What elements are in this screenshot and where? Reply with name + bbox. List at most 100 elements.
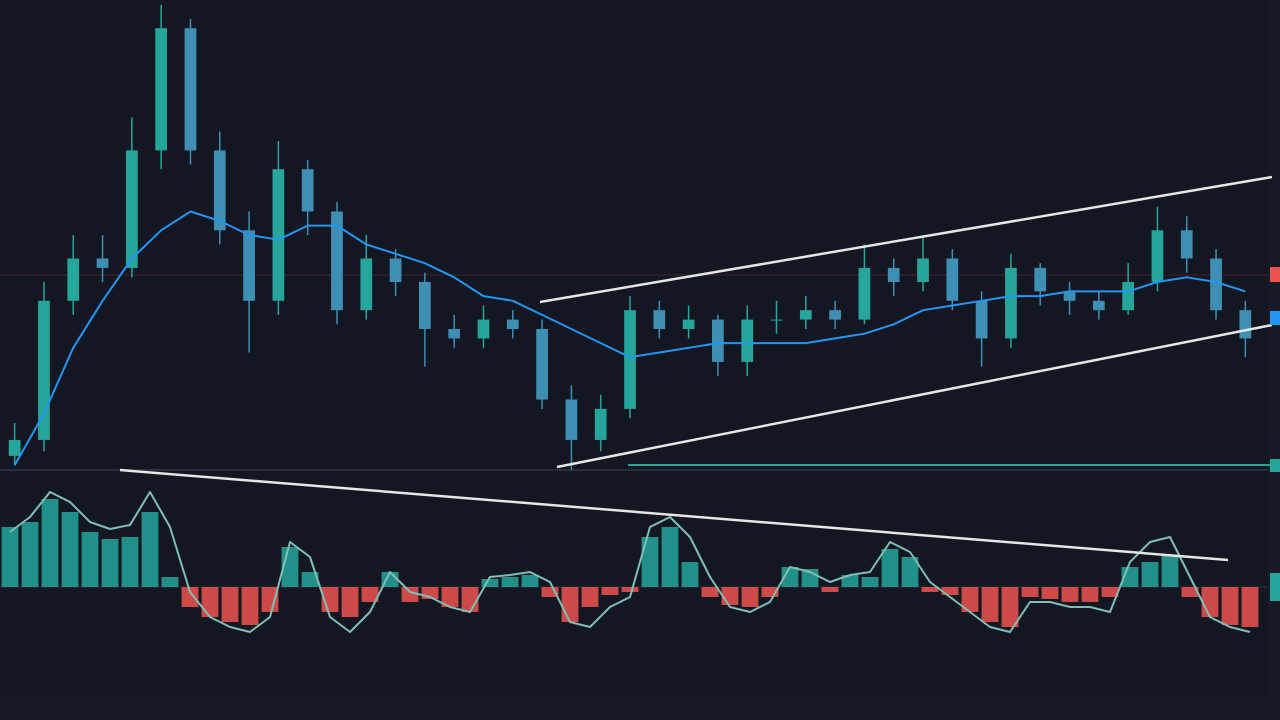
candle-body [858, 267, 871, 320]
time-axis [0, 694, 1268, 720]
histogram-bar [81, 532, 99, 587]
histogram-bar [1181, 587, 1199, 597]
histogram-bar [141, 512, 159, 587]
candle-body [155, 28, 168, 151]
candle-body [389, 258, 402, 282]
candle-body [1092, 300, 1105, 311]
drawings [119, 175, 1280, 601]
candle-body [448, 329, 461, 339]
histogram-bar [1, 527, 19, 587]
candle-body [8, 439, 21, 456]
candle-body [624, 310, 636, 409]
candle-body [1034, 267, 1047, 292]
candle-body [184, 28, 197, 151]
histogram-bar [601, 587, 619, 595]
candle-body [536, 329, 548, 400]
histogram-bar [21, 522, 39, 587]
histogram-bar [921, 587, 939, 592]
trendline [539, 175, 1273, 304]
histogram-bar [981, 587, 999, 622]
histogram-bar [681, 562, 699, 587]
histogram-bar [441, 587, 459, 607]
histogram-bar [861, 577, 879, 587]
trendline [119, 468, 1229, 562]
trendline [556, 323, 1273, 469]
candle-body [799, 310, 812, 320]
candle-body [38, 300, 50, 440]
candle-body [1210, 258, 1222, 311]
histogram-bar [781, 567, 799, 587]
histogram-bar [1001, 587, 1019, 627]
histogram-bar [561, 587, 579, 622]
histogram-bar [741, 587, 759, 607]
candle-body [1063, 291, 1076, 301]
price-tag [1270, 459, 1280, 472]
price-tag [1270, 573, 1280, 601]
candle-body [272, 169, 285, 301]
histogram-bar [401, 587, 419, 602]
histogram-bar [641, 537, 659, 587]
candle-body [946, 258, 959, 301]
candle-body [301, 169, 314, 212]
histogram-bar [501, 577, 519, 587]
histogram-bar [1041, 587, 1059, 599]
histogram-bar [241, 587, 259, 625]
candle-body [1151, 230, 1164, 282]
histogram-bar [881, 549, 899, 587]
histogram-bar [201, 587, 219, 617]
histogram-bar [261, 587, 279, 612]
candle-body [1005, 267, 1017, 339]
candle-body [419, 282, 431, 329]
histogram-bar [341, 587, 359, 617]
candle-body [67, 258, 80, 301]
histogram-bar [1061, 587, 1079, 602]
candle-body [243, 230, 255, 301]
histogram-bar [961, 587, 979, 612]
histogram-bar [181, 587, 199, 607]
histogram-bar [161, 577, 179, 587]
candle-body [477, 319, 490, 339]
price-tag [1270, 267, 1280, 282]
candle-body [96, 258, 109, 268]
histogram-bar [701, 587, 719, 597]
candle-body [126, 150, 138, 268]
histogram-bar [461, 587, 479, 612]
histogram-bar [1221, 587, 1239, 625]
candle-body [653, 310, 666, 329]
candle-body [712, 319, 724, 362]
histogram-bar [101, 539, 119, 587]
histogram-bar [481, 579, 499, 587]
histogram-bar [121, 537, 139, 587]
histogram-bar [661, 527, 679, 587]
histogram-bar [721, 587, 739, 605]
histogram-bar [361, 587, 379, 602]
histogram-bar [1161, 555, 1179, 587]
histogram-bar [841, 575, 859, 587]
price-pane [8, 4, 1252, 470]
histogram-bar [1021, 587, 1039, 597]
candle-body [360, 258, 373, 311]
candle-body [741, 319, 754, 362]
candle-body [770, 319, 783, 321]
histogram-bar [941, 587, 959, 595]
histogram-bar [301, 572, 319, 587]
candle-body [829, 310, 841, 320]
candle-body [917, 258, 929, 282]
candle-body [213, 150, 226, 231]
price-axis [1268, 0, 1280, 720]
candle-body [594, 408, 607, 440]
histogram-bar [761, 587, 779, 597]
candle-body [682, 319, 695, 329]
candle-body [1122, 282, 1134, 311]
candle-body [1180, 230, 1193, 259]
candle-body [331, 211, 343, 311]
signal-line [9, 491, 1251, 633]
histogram-bar [1241, 587, 1259, 627]
candle-body [887, 267, 900, 282]
histogram-bar [1101, 587, 1119, 597]
candle-body [1239, 310, 1252, 339]
histogram-bar [61, 512, 79, 587]
histogram-bar [581, 587, 599, 607]
price-tag [1270, 311, 1280, 325]
